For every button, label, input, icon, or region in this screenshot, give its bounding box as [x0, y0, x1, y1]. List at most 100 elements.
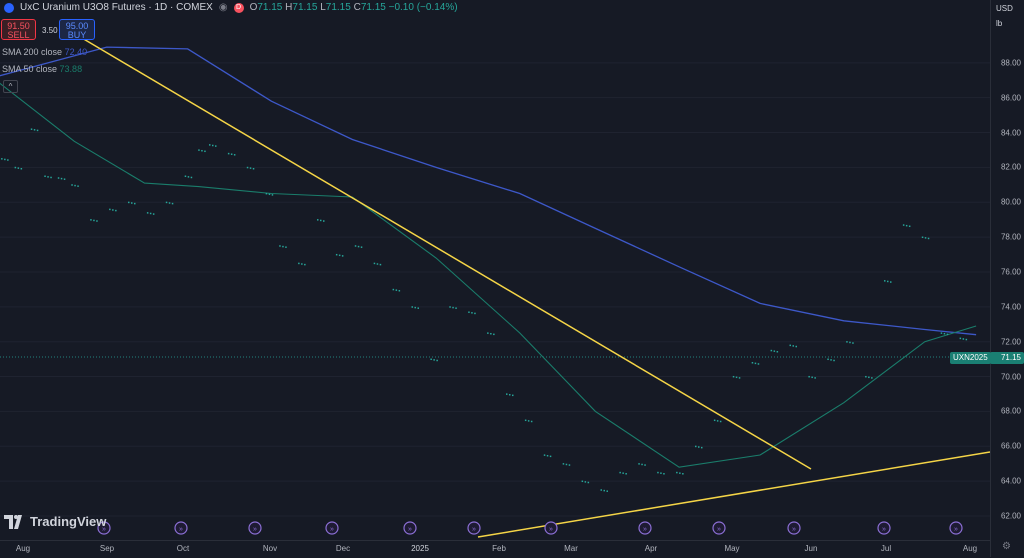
- price-dot: [871, 377, 873, 379]
- event-marker-icon[interactable]: [544, 521, 558, 535]
- sma50-legend[interactable]: SMA 50 close 73.88: [2, 64, 83, 74]
- tradingview-logo[interactable]: TradingView: [4, 514, 106, 529]
- event-marker-icon[interactable]: [403, 521, 417, 535]
- price-tick-label: 70.00: [1000, 372, 1021, 382]
- price-dot: [565, 463, 568, 466]
- unit-selector[interactable]: lb: [996, 19, 1003, 28]
- price-dot: [433, 359, 435, 361]
- price-dot: [908, 225, 911, 228]
- price-dot: [301, 263, 303, 265]
- event-marker-glyph: »: [717, 526, 721, 533]
- price-dot: [732, 375, 735, 378]
- price-dot: [603, 489, 605, 492]
- event-marker-icon[interactable]: [638, 521, 652, 535]
- event-markers: » » » » » » » » » » » »: [97, 521, 963, 535]
- event-marker-icon[interactable]: [174, 521, 188, 535]
- sell-button[interactable]: 91.50 SELL: [1, 19, 36, 40]
- price-dot: [493, 333, 495, 336]
- event-marker-icon[interactable]: [325, 521, 339, 535]
- price-tick-label: 62.00: [1000, 511, 1021, 521]
- price-dot: [57, 177, 60, 179]
- price-chart[interactable]: » » » » » » » » » » » »: [0, 0, 990, 540]
- price-dot: [468, 311, 470, 313]
- delayed-badge[interactable]: D: [233, 2, 244, 13]
- grid-lines: [0, 62, 990, 517]
- event-marker-icon[interactable]: [97, 521, 111, 535]
- price-dot: [128, 201, 130, 204]
- price-dot: [921, 236, 924, 239]
- price-dot: [357, 245, 360, 248]
- trendline-lower[interactable]: [477, 451, 990, 538]
- price-dot: [265, 192, 268, 195]
- price-dot: [246, 166, 249, 169]
- price-dot: [360, 246, 363, 248]
- symbol-title[interactable]: UxC Uranium U3O8 Futures · 1D · COMEX: [20, 2, 213, 13]
- collapse-legend-icon[interactable]: ^: [3, 80, 18, 93]
- price-dot: [940, 332, 943, 334]
- price-dot: [471, 312, 473, 314]
- price-dot: [754, 362, 757, 365]
- price-dot: [171, 202, 174, 205]
- event-marker-icon[interactable]: [248, 521, 262, 535]
- price-dot: [376, 263, 379, 265]
- price-dot: [1, 158, 3, 160]
- eye-icon[interactable]: ◉: [218, 2, 228, 13]
- price-tick-label: 74.00: [1000, 302, 1021, 312]
- price-dot: [619, 471, 621, 474]
- price-dot: [814, 377, 816, 379]
- price-tick-label: 78.00: [1000, 232, 1021, 242]
- gear-icon[interactable]: ⚙: [1002, 541, 1011, 552]
- price-dot: [792, 345, 794, 347]
- event-marker-icon[interactable]: [787, 521, 801, 535]
- currency-selector[interactable]: USD: [996, 4, 1013, 13]
- price-dot: [738, 377, 741, 379]
- price-tick-label: 76.00: [1000, 267, 1021, 277]
- event-marker-icon[interactable]: [949, 521, 963, 535]
- price-dot: [230, 153, 233, 155]
- time-tick-label: 2025: [411, 544, 429, 553]
- price-dot: [271, 194, 274, 196]
- price-dot: [965, 338, 968, 341]
- price-dot: [549, 455, 552, 458]
- time-axis[interactable]: Aug Sep Oct Nov Dec 2025 Feb Mar Apr May Jun Jul Aug: [0, 540, 990, 558]
- ohlc-readout: O71.15 H71.15 L71.15 C71.15 −0.10 (−0.14…: [249, 2, 458, 13]
- price-dot: [946, 333, 949, 336]
- price-dot: [943, 332, 946, 335]
- price-dot: [187, 176, 190, 178]
- price-dot: [44, 175, 46, 178]
- time-tick-label: Jul: [880, 544, 892, 553]
- price-dot: [698, 446, 700, 448]
- price-dot: [304, 263, 306, 266]
- price-dot: [50, 176, 52, 179]
- trendline-upper[interactable]: [59, 24, 812, 470]
- time-tick-label: Jun: [804, 544, 818, 553]
- price-dot: [679, 472, 681, 474]
- price-dot: [644, 464, 646, 466]
- price-dot: [663, 473, 665, 475]
- price-tick-label: 72.00: [1000, 337, 1021, 347]
- event-marker-icon[interactable]: [712, 521, 726, 535]
- buy-button[interactable]: 95.00 BUY: [59, 19, 95, 40]
- event-marker-icon[interactable]: [877, 521, 891, 535]
- time-tick-label: Mar: [564, 544, 578, 553]
- price-dot: [795, 345, 797, 348]
- event-marker-glyph: »: [253, 526, 257, 533]
- price-dot: [252, 168, 255, 170]
- price-dot: [93, 219, 95, 222]
- price-dot: [109, 208, 111, 211]
- price-dot: [868, 376, 870, 379]
- time-tick-label: Sep: [99, 544, 115, 553]
- event-marker-icon[interactable]: [467, 521, 481, 535]
- event-marker-glyph: »: [549, 526, 553, 533]
- sma200-legend[interactable]: SMA 200 close 72.40: [2, 47, 88, 57]
- spread-value: 3.50: [42, 26, 58, 35]
- price-dot: [354, 245, 357, 247]
- price-dot: [201, 149, 203, 152]
- price-dot: [212, 144, 214, 147]
- price-dot: [701, 446, 703, 449]
- price-dot: [149, 212, 152, 215]
- price-dot: [657, 471, 659, 474]
- price-dot: [811, 376, 813, 379]
- price-axis[interactable]: USD lb 88.00 86.00 84.00 82.00 80.00 78.00 76.…: [990, 0, 1024, 557]
- price-dot: [338, 254, 341, 257]
